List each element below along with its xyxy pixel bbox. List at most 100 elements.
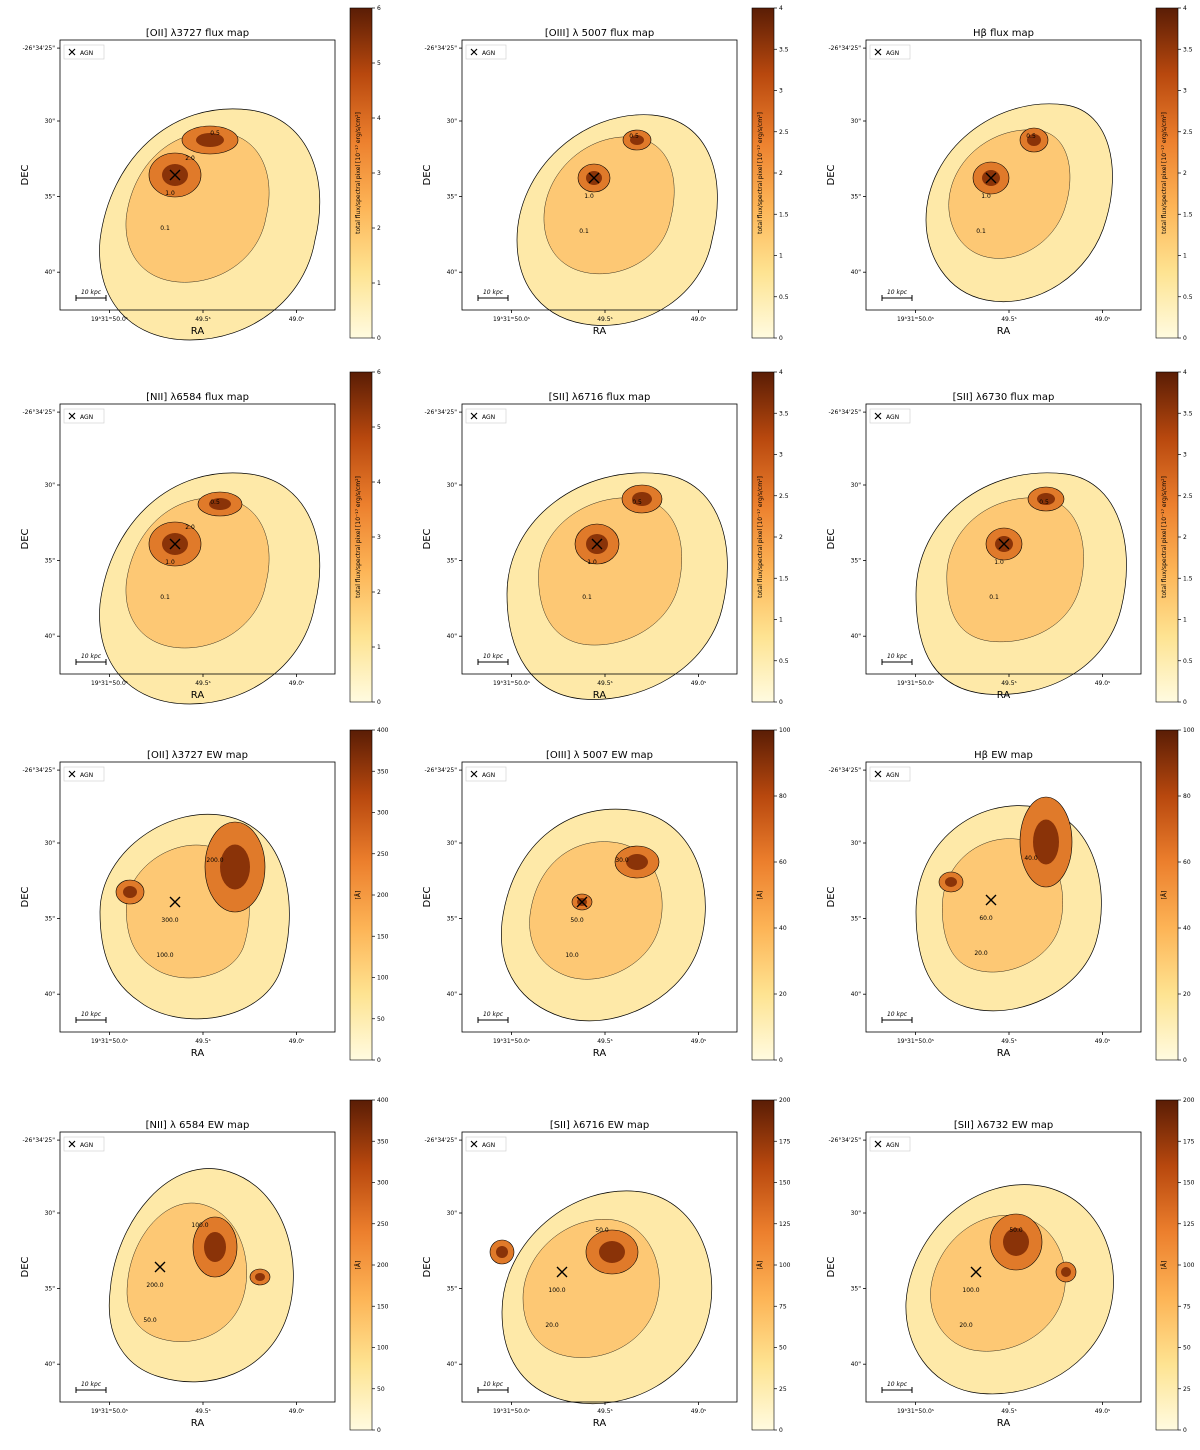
emission-map: 100.0 200.0 300.0 bbox=[99, 813, 290, 1020]
colorbar-tick-label: 5 bbox=[377, 60, 381, 67]
contour-label: 30.0 bbox=[615, 857, 629, 864]
map-panel-7: 100.0 200.0 300.0 AGN 10 kpc [OII] λ3727 EW m… bbox=[20, 727, 396, 1064]
dec-tick-label: 30" bbox=[45, 118, 56, 125]
ra-tick-label: 49.5ˢ bbox=[597, 1038, 613, 1045]
core-region-1 bbox=[626, 854, 648, 870]
colorbar-tick-label: 0 bbox=[377, 1057, 381, 1064]
colorbar-tick-label: 2 bbox=[377, 225, 381, 232]
x-axis-label: RA bbox=[997, 1048, 1011, 1059]
map-chart: 0.1 0.5 1.0 2.0 AGN 10 kpc [NII] λ6584 flux ma… bbox=[20, 369, 381, 706]
dec-tick-label: -26°34'25" bbox=[425, 45, 458, 52]
contour-label: 0.1 bbox=[976, 228, 986, 235]
legend-label: AGN bbox=[80, 772, 93, 779]
contour-label: 0.5 bbox=[210, 499, 220, 506]
contour-label: 300.0 bbox=[161, 917, 178, 924]
scale-bar-label: 10 kpc bbox=[81, 653, 102, 660]
map-chart: 10.0 30.0 50.0 AGN 10 kpc [OIII] λ 5007 EW ma… bbox=[422, 727, 791, 1064]
panel-title: [SII] λ6716 flux map bbox=[549, 392, 651, 403]
scale-bar: 10 kpc bbox=[477, 1381, 509, 1393]
dec-tick-label: 30" bbox=[851, 118, 862, 125]
legend: AGN bbox=[63, 766, 105, 782]
map-panel-3: 0.1 0.5 1.0 AGN 10 kpc Hβ flux map 19ʰ31ᵐ50.0ˢ… bbox=[826, 5, 1200, 342]
y-axis-label: DEC bbox=[20, 528, 31, 549]
scale-bar: 10 kpc bbox=[477, 289, 509, 301]
ra-tick-label: 49.0ˢ bbox=[691, 680, 707, 687]
colorbar-tick-label: 4 bbox=[1183, 5, 1187, 12]
dec-tick-label: 40" bbox=[447, 991, 458, 998]
dec-tick-label: -26°34'25" bbox=[829, 767, 862, 774]
legend-box bbox=[869, 766, 911, 782]
legend-box bbox=[465, 44, 507, 60]
colorbar-tick-label: 3.5 bbox=[1183, 46, 1193, 53]
map-panel-5: 0.1 0.5 1.0 AGN 10 kpc [SII] λ6716 flux map 19… bbox=[422, 369, 798, 706]
colorbar-tick-label: 3.5 bbox=[779, 410, 789, 417]
agn-marker bbox=[169, 538, 181, 550]
scale-bar: 10 kpc bbox=[75, 289, 107, 301]
contour-label: 1.0 bbox=[165, 559, 175, 566]
legend-box bbox=[63, 408, 105, 424]
colorbar-tick-label: 200 bbox=[377, 1262, 389, 1269]
colorbar-tick-label: 3 bbox=[779, 88, 783, 95]
contour-label: 1.0 bbox=[165, 190, 175, 197]
colorbar-tick-label: 200 bbox=[377, 892, 389, 899]
scale-bar-label: 10 kpc bbox=[483, 1011, 504, 1018]
colorbar-tick-label: 0 bbox=[779, 1057, 783, 1064]
colorbar-tick-label: 100 bbox=[779, 727, 791, 734]
colorbar-tick-label: 300 bbox=[377, 810, 389, 817]
contour-label: 0.5 bbox=[629, 133, 639, 140]
agn-marker bbox=[154, 1261, 166, 1273]
colorbar: 0 25 50 75 100 125 150 175 200 [Å] bbox=[1155, 1097, 1195, 1434]
plot-frame bbox=[865, 403, 1142, 675]
map-chart: 50.0 100.0 200.0 AGN 10 kpc [NII] λ 6584 EW m… bbox=[20, 1097, 389, 1434]
y-axis-label: DEC bbox=[422, 528, 433, 549]
legend-agn-icon bbox=[470, 412, 478, 420]
y-axis-label: DEC bbox=[422, 164, 433, 185]
colorbar-tick-label: 2.5 bbox=[779, 493, 789, 500]
legend-label: AGN bbox=[80, 1142, 93, 1149]
colorbar-tick-label: 2.5 bbox=[779, 129, 789, 136]
colorbar: 0 0.5 1 1.5 2 2.5 3 3.5 4 total flux/spectral pix… bbox=[1155, 5, 1193, 342]
dec-tick-label: 35" bbox=[45, 1286, 56, 1293]
contour-label: 20.0 bbox=[974, 950, 988, 957]
colorbar-tick-label: 20 bbox=[1183, 991, 1191, 998]
plot-frame bbox=[461, 761, 738, 1033]
colorbar-tick-label: 2 bbox=[1183, 170, 1187, 177]
ra-tick-label: 49.5ˢ bbox=[1001, 1038, 1017, 1045]
x-axis-label: RA bbox=[997, 1418, 1011, 1429]
emission-map: 20.0 50.0 100.0 bbox=[905, 1184, 1114, 1395]
colorbar: 0 1 2 3 4 5 6 total flux/spectral pixel [10⁻¹⁷ … bbox=[349, 369, 381, 706]
y-axis-label: DEC bbox=[826, 528, 837, 549]
panel-title: [SII] λ6732 EW map bbox=[954, 1120, 1053, 1131]
colorbar-tick-label: 250 bbox=[377, 851, 389, 858]
x-axis-label: RA bbox=[593, 326, 607, 337]
agn-marker bbox=[985, 172, 997, 184]
legend: AGN bbox=[63, 44, 105, 60]
dec-tick-label: 35" bbox=[45, 194, 56, 201]
legend: AGN bbox=[63, 408, 105, 424]
contour-label: 20.0 bbox=[959, 1322, 973, 1329]
dec-tick-label: -26°34'25" bbox=[23, 1137, 56, 1144]
ra-tick-label: 49.0ˢ bbox=[691, 316, 707, 323]
scale-bar-line bbox=[881, 1387, 913, 1393]
colorbar-tick-label: 150 bbox=[779, 1180, 791, 1187]
contour-label: 50.0 bbox=[143, 1317, 157, 1324]
dec-tick-label: -26°34'25" bbox=[23, 767, 56, 774]
ra-tick-label: 49.5ˢ bbox=[597, 316, 613, 323]
colorbar-tick-label: 0.5 bbox=[1183, 294, 1193, 301]
ra-tick-label: 49.5ˢ bbox=[195, 680, 211, 687]
ra-tick-label: 49.0ˢ bbox=[1095, 1408, 1111, 1415]
legend-box bbox=[63, 44, 105, 60]
map-chart: 0.1 0.5 1.0 2.0 AGN 10 kpc [OII] λ3727 flux ma… bbox=[20, 5, 381, 342]
emission-map: 0.1 0.5 1.0 bbox=[516, 114, 718, 326]
ra-tick-label: 49.5ˢ bbox=[1001, 680, 1017, 687]
ra-tick-label: 49.5ˢ bbox=[195, 1038, 211, 1045]
colorbar-tick-label: 100 bbox=[1183, 1262, 1195, 1269]
dec-tick-label: -26°34'25" bbox=[425, 409, 458, 416]
ra-tick-label: 49.0ˢ bbox=[289, 1038, 305, 1045]
map-chart: 20.0 50.0 100.0 AGN 10 kpc [SII] λ6716 EW map… bbox=[422, 1097, 791, 1434]
colorbar-tick-label: 4 bbox=[377, 115, 381, 122]
mid-contour bbox=[948, 129, 1071, 259]
legend-agn-icon bbox=[68, 770, 76, 778]
contour-label: 2.0 bbox=[185, 155, 195, 162]
dec-tick-label: 40" bbox=[447, 269, 458, 276]
